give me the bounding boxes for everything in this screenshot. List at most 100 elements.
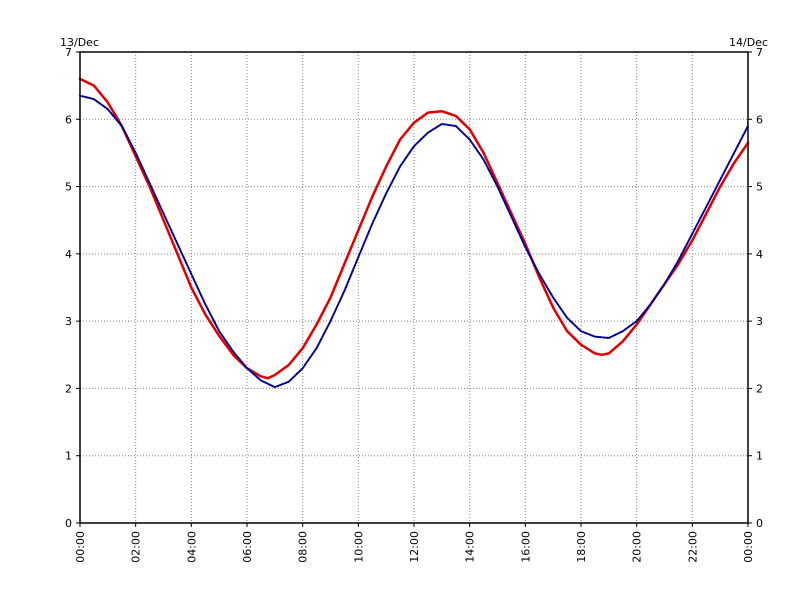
y-tick-label-left: 0 [65, 517, 72, 530]
series-point [134, 155, 137, 158]
series-point [663, 283, 666, 285]
series-point [552, 306, 554, 309]
series-point [496, 185, 499, 188]
x-tick-label: 12:00 [408, 531, 421, 563]
series-point [552, 296, 554, 299]
series-point [719, 179, 721, 181]
series-layer [78, 77, 750, 389]
series-point [441, 123, 443, 125]
x-tick-label: 08:00 [297, 531, 310, 563]
series-point [455, 115, 457, 117]
x-tick-label: 20:00 [631, 531, 644, 563]
series-point [176, 243, 179, 245]
series-point [329, 320, 332, 322]
y-tick-label-left: 4 [65, 248, 72, 261]
series-point [608, 337, 610, 339]
y-tick-label-right: 4 [756, 248, 763, 261]
y-tick-label-left: 1 [65, 450, 72, 463]
series-point [121, 125, 123, 127]
series-point [705, 212, 708, 215]
series-point [232, 350, 234, 353]
series-point [371, 222, 374, 225]
x-tick-label: 22:00 [686, 531, 699, 563]
series-point [260, 375, 262, 378]
series-point [524, 246, 527, 248]
series-point [677, 259, 680, 262]
x-tick-label: 02:00 [130, 531, 143, 563]
y-tick-label-left: 7 [65, 46, 72, 59]
series-point [107, 101, 109, 104]
series-point [232, 354, 234, 356]
series-point [190, 273, 193, 275]
series-point [246, 367, 248, 370]
series-point [608, 352, 610, 355]
series-point [601, 354, 603, 356]
series-point [594, 335, 596, 338]
series-point [705, 206, 708, 208]
x-tick-label: 04:00 [185, 531, 198, 563]
x-tick-label: 00:00 [742, 531, 755, 563]
series-point [468, 138, 471, 141]
series-point [510, 216, 513, 218]
series-point [635, 323, 638, 326]
series-point [371, 195, 374, 198]
series-point [190, 286, 193, 289]
series-point [691, 232, 694, 235]
series-point [301, 367, 304, 370]
series-point [288, 364, 290, 366]
series-point [343, 263, 346, 265]
date-label-right: 14/Dec [729, 36, 768, 49]
series-point [357, 229, 360, 232]
y-tick-label-right: 2 [756, 382, 763, 395]
series-point [274, 374, 276, 376]
series-point [218, 335, 220, 337]
y-tick-label-left: 5 [65, 181, 72, 194]
y-tick-label-right: 6 [756, 113, 763, 126]
y-tick-label-left: 2 [65, 382, 72, 395]
series-point [441, 110, 443, 112]
series-point [455, 125, 457, 127]
series-point [315, 323, 318, 326]
series-point [622, 330, 624, 333]
series-point [733, 162, 735, 164]
series-point [148, 182, 151, 184]
series-point [719, 185, 721, 188]
series-point [267, 377, 269, 380]
x-axis: 00:00 02:00 04:00 06:00 08:00 10:00 12:00 14:00… [74, 523, 755, 563]
series-point [204, 313, 207, 316]
series-point [134, 152, 137, 154]
y-axis-right: 0 1 2 3 4 5 6 7 [748, 46, 763, 530]
y-tick-label-right: 1 [756, 450, 763, 463]
series-point [691, 239, 694, 242]
y-tick-label-right: 0 [756, 517, 763, 530]
x-tick-label: 16:00 [519, 531, 532, 563]
y-tick-label-right: 5 [756, 181, 763, 194]
series-point [580, 330, 582, 333]
series-point [538, 273, 541, 275]
series-point [399, 165, 401, 168]
series-point [594, 352, 596, 355]
series-point [301, 347, 304, 349]
series-point [496, 182, 499, 184]
series-point [176, 253, 179, 255]
series-point [385, 192, 388, 195]
series-point [413, 121, 415, 124]
series-point [566, 317, 568, 319]
series-point [93, 84, 95, 87]
x-tick-label: 06:00 [241, 531, 254, 563]
series-point [218, 330, 220, 333]
series-point [399, 138, 401, 141]
x-tick-label: 14:00 [464, 531, 477, 563]
series-point [622, 340, 624, 343]
series-point [580, 343, 582, 346]
series-line-solid [78, 77, 750, 380]
series-point [260, 379, 262, 382]
series-point [635, 320, 638, 322]
series-point [329, 296, 332, 299]
series-point [427, 111, 429, 114]
y-tick-label-right: 7 [756, 46, 763, 59]
series-point [482, 152, 485, 154]
y-tick-label-right: 3 [756, 315, 763, 328]
x-tick-label: 10:00 [352, 531, 365, 563]
